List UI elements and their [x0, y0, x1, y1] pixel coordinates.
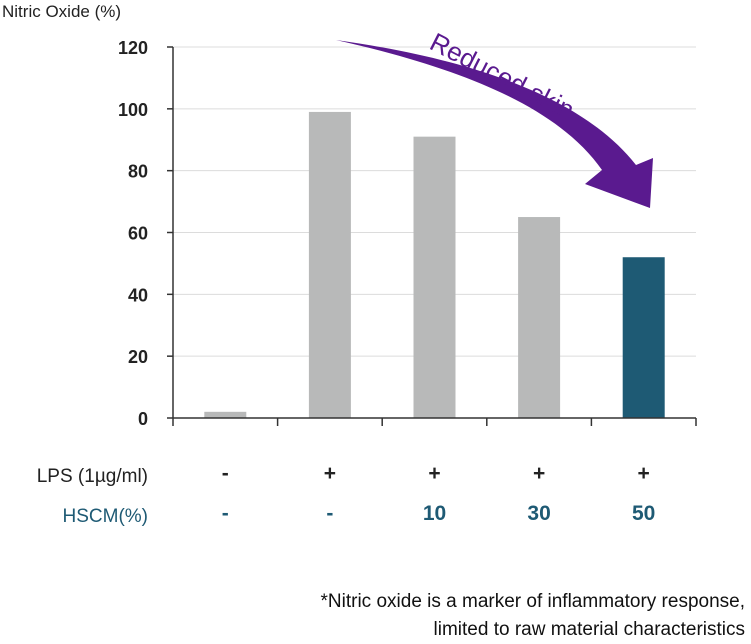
bar [413, 136, 456, 419]
footnote-line-2: limited to raw material characteristics [433, 619, 745, 640]
hscm-cell: 50 [632, 502, 656, 525]
hscm-row-label: HSCM(%) [62, 506, 149, 527]
y-tick-label: 0 [138, 409, 148, 429]
y-tick-label: 100 [118, 100, 148, 120]
y-tick-label: 120 [118, 38, 148, 58]
lps-cell: + [323, 462, 337, 485]
hscm-cell: - [221, 502, 229, 525]
footnote: *Nitric oxide is a marker of inflammator… [5, 588, 745, 644]
y-tick-label: 60 [128, 224, 148, 244]
bar [308, 111, 351, 419]
y-tick-label: 40 [128, 285, 148, 305]
plot-area: 0 20 40 60 80 100 120 Reduced skin [118, 27, 697, 429]
bar [518, 217, 561, 418]
reduction-arrow [336, 40, 653, 208]
hscm-cell: 10 [422, 502, 447, 525]
bar [204, 411, 247, 418]
hscm-cell: 30 [527, 502, 551, 525]
y-axis-label: Nitric Oxide (%) [2, 2, 122, 21]
lps-row-label: LPS (1µg/ml) [36, 466, 148, 487]
lps-cell: + [637, 462, 650, 485]
y-tick-label: 80 [128, 162, 148, 182]
lps-cell: + [532, 462, 546, 485]
bar [622, 257, 665, 418]
lps-cell: + [428, 462, 441, 485]
lps-cell: - [221, 462, 229, 485]
arrow-label: Reduced skin [425, 27, 579, 125]
footnote-line-1: *Nitric oxide is a marker of inflammator… [320, 591, 745, 612]
y-tick-label: 20 [128, 347, 148, 367]
hscm-cell: - [326, 502, 334, 525]
